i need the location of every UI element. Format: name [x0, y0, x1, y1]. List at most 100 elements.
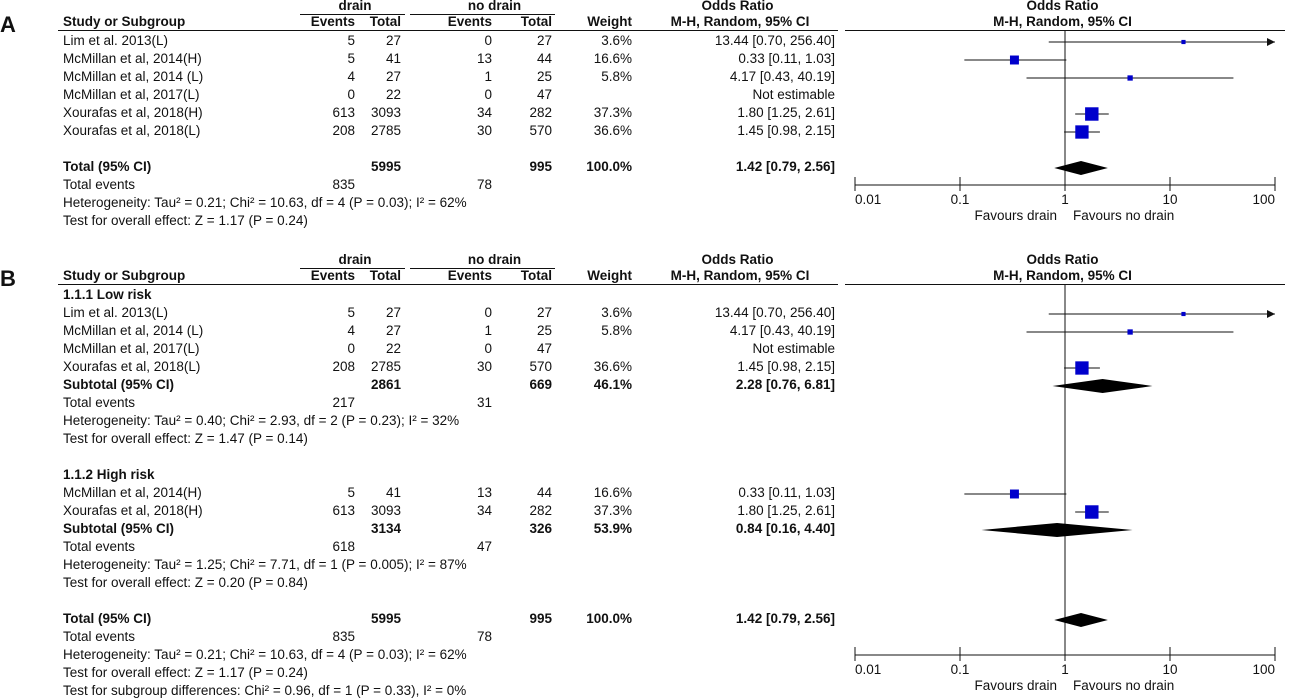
total-no-drain: 44 [536, 51, 552, 66]
study-point-marker [1009, 489, 1019, 499]
col-total-header: Total [369, 268, 401, 283]
group-header-drain: drain [338, 252, 372, 267]
study-point-marker [1127, 75, 1133, 81]
axis-tick-label: 0.1 [951, 662, 970, 677]
odds-ratio-ci: 0.33 [0.11, 1.03] [738, 51, 835, 66]
events-drain: 0 [347, 341, 355, 356]
odds-ratio-header: Odds Ratio [701, 0, 774, 13]
events-no-drain: 34 [476, 105, 492, 120]
events-no-drain: 31 [476, 395, 492, 410]
events-no-drain: 47 [476, 539, 492, 554]
weight-value: 37.3% [593, 105, 632, 120]
axis-tick-label: 10 [1162, 192, 1177, 207]
total-no-drain: 282 [529, 503, 552, 518]
axis-tick-label: 100 [1252, 662, 1275, 677]
odds-ratio-ci: 4.17 [0.43, 40.19] [729, 69, 835, 84]
total-drain: 27 [385, 69, 401, 84]
panel-label: B [0, 266, 16, 291]
events-no-drain: 13 [476, 485, 492, 500]
weight-value: 3.6% [601, 305, 632, 320]
weight-value: 3.6% [601, 33, 632, 48]
group-underline [300, 268, 405, 269]
group-header-drain: drain [338, 0, 372, 13]
study-name: McMillan et al, 2017(L) [63, 87, 200, 102]
col-events-header: Events [310, 14, 355, 29]
col-total-header: Total [369, 14, 401, 29]
ci-arrow [1267, 310, 1275, 318]
plot-odds-ratio-header: Odds Ratio [1026, 252, 1099, 267]
weight-value: 16.6% [593, 485, 632, 500]
study-point-marker [1075, 361, 1089, 375]
events-drain: 613 [332, 105, 355, 120]
events-drain: 618 [332, 539, 355, 554]
total-no-drain: 282 [529, 105, 552, 120]
total-drain: 22 [385, 87, 401, 102]
weight-value: 100.0% [586, 611, 632, 626]
study-point-marker [1127, 329, 1133, 335]
summary-text: Test for subgroup differences: Chi² = 0.… [63, 683, 467, 698]
favours-left-label: Favours drain [974, 208, 1057, 223]
total-no-drain: 25 [536, 69, 552, 84]
col-study-header: Study or Subgroup [63, 14, 186, 29]
summary-text: Heterogeneity: Tau² = 0.21; Chi² = 10.63… [63, 647, 467, 662]
total-no-drain: 27 [536, 305, 552, 320]
total-no-drain: 47 [536, 341, 552, 356]
total-no-drain: 995 [529, 611, 552, 626]
study-name: McMillan et al, 2014 (L) [63, 69, 204, 84]
weight-value: 53.9% [593, 521, 632, 536]
odds-ratio-ci: 4.17 [0.43, 40.19] [729, 323, 835, 338]
summary-text: Total events [63, 539, 136, 554]
total-drain: 2785 [370, 359, 401, 374]
events-drain: 5 [347, 51, 355, 66]
total-drain: 41 [385, 485, 401, 500]
summary-text: Heterogeneity: Tau² = 0.40; Chi² = 2.93,… [63, 413, 460, 428]
odds-ratio-ci: 0.84 [0.16, 4.40] [735, 521, 835, 536]
forest-plot-svg: 0.01 0.1 1 10 100 Favours drain Favours no dra… [854, 31, 1276, 223]
col-weight-header: Weight [587, 268, 632, 283]
pooled-diamond [1054, 613, 1108, 627]
col-events-header: Events [310, 268, 355, 283]
summary-text: Test for overall effect: Z = 0.20 (P = 0… [63, 575, 308, 590]
odds-ratio-ci: Not estimable [752, 341, 835, 356]
col-total-header: Total [520, 14, 552, 29]
events-drain: 5 [347, 485, 355, 500]
odds-ratio-ci: 1.42 [0.79, 2.56] [735, 611, 835, 626]
col-study-header: Study or Subgroup [63, 268, 186, 283]
total-drain: 3134 [370, 521, 401, 536]
total-no-drain: 570 [529, 359, 552, 374]
weight-value: 46.1% [593, 377, 632, 392]
summary-text: Total events [63, 177, 136, 192]
favours-right-label: Favours no drain [1073, 678, 1174, 693]
odds-ratio-method: M-H, Random, 95% CI [670, 268, 810, 283]
study-name: McMillan et al, 2014 (L) [63, 323, 204, 338]
col-weight-header: Weight [587, 14, 632, 29]
odds-ratio-method: M-H, Random, 95% CI [670, 14, 810, 29]
study-point-marker [1181, 39, 1186, 45]
subgroup-heading: 1.1.2 High risk [63, 467, 155, 482]
col-total-header: Total [520, 268, 552, 283]
study-name: Xourafas et al, 2018(L) [63, 359, 201, 374]
axis-tick-label: 10 [1162, 662, 1177, 677]
plot-method: M-H, Random, 95% CI [993, 268, 1132, 283]
panel-label: A [0, 12, 16, 37]
axis-tick-label: 100 [1252, 192, 1275, 207]
pooled-diamond [1052, 379, 1153, 393]
plot-method: M-H, Random, 95% CI [993, 14, 1132, 29]
events-drain: 5 [347, 33, 355, 48]
weight-value: 36.6% [593, 123, 632, 138]
summary-text: Heterogeneity: Tau² = 1.25; Chi² = 7.71,… [63, 557, 467, 572]
summary-text: Total events [63, 629, 136, 644]
group-header-no-drain: no drain [467, 252, 522, 267]
events-drain: 835 [332, 177, 355, 192]
pooled-label: Subtotal (95% CI) [63, 377, 175, 392]
odds-ratio-ci: 0.33 [0.11, 1.03] [738, 485, 835, 500]
axis-tick-label: 1 [1061, 192, 1069, 207]
pooled-diamond [981, 523, 1133, 537]
events-no-drain: 1 [484, 69, 492, 84]
odds-ratio-ci: 13.44 [0.70, 256.40] [714, 305, 835, 320]
pooled-label: Subtotal (95% CI) [63, 521, 175, 536]
weight-value: 16.6% [593, 51, 632, 66]
pooled-label: Total (95% CI) [63, 159, 152, 174]
total-drain: 27 [385, 323, 401, 338]
study-point-marker [1085, 107, 1099, 121]
